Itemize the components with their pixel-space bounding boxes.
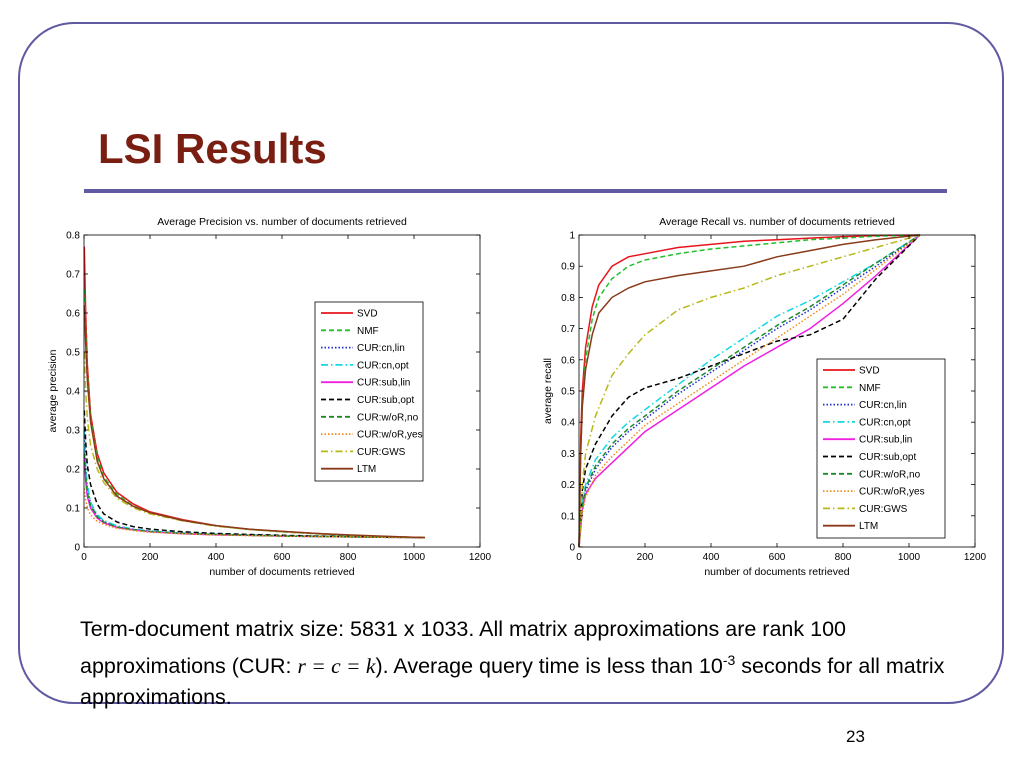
x-tick-label: 800 — [340, 552, 357, 563]
legend-label: CUR:sub,opt — [357, 395, 414, 406]
x-tick-label: 1200 — [469, 552, 492, 563]
legend-label: CUR:w/oR,yes — [859, 487, 925, 498]
legend: SVD NMF CUR:cn,lin CUR:cn,opt CUR:sub,lin CUR… — [816, 358, 946, 539]
chart-title: Average Recall vs. number of documents r… — [659, 216, 895, 228]
x-tick-label: 400 — [703, 552, 720, 563]
x-tick-label: 200 — [637, 552, 654, 563]
y-axis-label: average precision — [47, 349, 59, 432]
legend-label: CUR:cn,opt — [357, 360, 409, 371]
legend-label: LTM — [357, 464, 376, 475]
legend-label: CUR:w/oR,no — [859, 469, 921, 480]
x-tick-label: 600 — [769, 552, 786, 563]
x-tick-label: 0 — [81, 552, 87, 563]
title-divider — [84, 189, 947, 193]
legend-label: NMF — [357, 326, 379, 337]
y-tick-label: 0.7 — [66, 270, 80, 281]
y-tick-label: 0.1 — [66, 504, 80, 515]
recall-chart: Average Recall vs. number of documents r… — [542, 216, 987, 578]
y-tick-label: 0.6 — [66, 309, 80, 320]
legend-label: CUR:w/oR,no — [357, 412, 419, 423]
caption-text-3: seconds for all matrix approximations. — [80, 654, 945, 710]
x-tick-label: 200 — [142, 552, 159, 563]
y-tick-label: 0.2 — [561, 480, 575, 491]
legend-label: SVD — [859, 366, 880, 377]
series-line-cur-w-or-yes — [83, 488, 425, 539]
x-tick-label: 0 — [576, 552, 582, 563]
legend-label: LTM — [859, 521, 878, 532]
legend-label: CUR:cn,lin — [859, 400, 907, 411]
series-line-cur-cn-lin — [578, 234, 921, 548]
x-axis-label: number of documents retrieved — [209, 566, 354, 578]
x-tick-label: 600 — [274, 552, 291, 563]
series-line-cur-gws — [578, 234, 921, 548]
y-tick-label: 0.8 — [66, 231, 80, 242]
chart-title: Average Precision vs. number of document… — [157, 216, 407, 228]
y-tick-label: 0.6 — [561, 355, 575, 366]
x-tick-label: 400 — [208, 552, 225, 563]
y-axis-label: average recall — [542, 358, 554, 424]
y-tick-label: 0.4 — [66, 387, 80, 398]
legend-label: CUR:cn,opt — [859, 417, 911, 428]
y-tick-label: 0.4 — [561, 418, 575, 429]
series-line-ltm — [578, 234, 920, 548]
y-tick-label: 0.8 — [561, 293, 575, 304]
y-tick-label: 0 — [74, 543, 80, 554]
legend-label: CUR:GWS — [357, 447, 406, 458]
legend-label: CUR:cn,lin — [357, 343, 405, 354]
legend-label: CUR:w/oR,yes — [357, 430, 423, 441]
y-tick-label: 1 — [569, 231, 575, 242]
legend-label: CUR:sub,opt — [859, 452, 916, 463]
y-tick-label: 0.5 — [66, 348, 80, 359]
caption-exponent: -3 — [722, 652, 736, 668]
y-tick-label: 0.2 — [66, 465, 80, 476]
caption-math: r = c = k — [297, 654, 376, 679]
slide-caption: Term-document matrix size: 5831 x 1033. … — [80, 614, 960, 713]
y-tick-label: 0 — [569, 543, 575, 554]
y-tick-label: 0.5 — [561, 387, 575, 398]
series-line-ltm — [83, 305, 425, 539]
y-tick-label: 0.3 — [561, 449, 575, 460]
x-tick-label: 1200 — [964, 552, 987, 563]
x-axis-label: number of documents retrieved — [704, 566, 849, 578]
legend-label: CUR:sub,lin — [357, 378, 410, 389]
y-tick-label: 0.3 — [66, 426, 80, 437]
series-line-cur-sub-lin — [578, 234, 921, 548]
legend-label: SVD — [357, 309, 378, 320]
series-line-cur-sub-opt — [578, 234, 921, 548]
legend-label: CUR:GWS — [859, 504, 908, 515]
legend-label: NMF — [859, 383, 881, 394]
x-tick-label: 1000 — [403, 552, 426, 563]
precision-chart: Average Precision vs. number of document… — [47, 216, 492, 578]
slide-title: LSI Results — [98, 125, 327, 172]
x-tick-label: 1000 — [898, 552, 921, 563]
series-line-svd — [578, 234, 920, 548]
series-line-cur-w-or-no — [578, 234, 921, 548]
y-tick-label: 0.7 — [561, 324, 575, 335]
x-tick-label: 800 — [835, 552, 852, 563]
page-number: 23 — [846, 727, 865, 746]
caption-text-1: Term-document matrix size: 5831 x 1033. … — [80, 617, 846, 679]
caption-text-2: ). Average query time is less than 10 — [375, 654, 723, 679]
legend-label: CUR:sub,lin — [859, 435, 912, 446]
y-tick-label: 0.1 — [561, 511, 575, 522]
y-tick-label: 0.9 — [561, 262, 575, 273]
legend: SVD NMF CUR:cn,lin CUR:cn,opt CUR:sub,lin CUR… — [314, 301, 424, 482]
legend-box — [314, 301, 424, 482]
